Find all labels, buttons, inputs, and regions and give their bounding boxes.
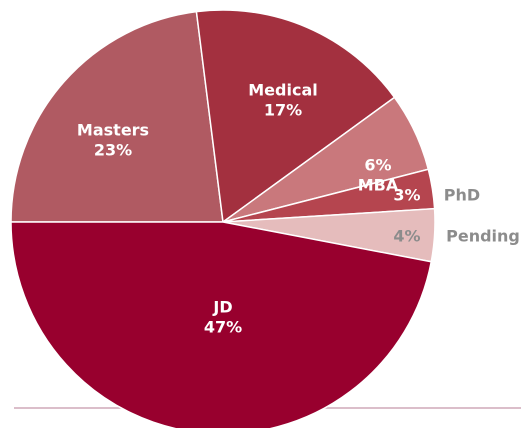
pie-slice xyxy=(10,10,224,223)
slice-value-label: 23% xyxy=(94,141,132,160)
slice-value-label: 6% xyxy=(364,156,391,175)
slice-label: Pending xyxy=(446,227,520,246)
slice-label: PhD xyxy=(444,186,480,205)
slice-label: JD xyxy=(212,298,232,317)
slice-value-label: 3% xyxy=(393,186,420,205)
slice-value-label: 4% xyxy=(393,227,420,246)
pie-slice xyxy=(10,221,433,428)
slice-value-label: 47% xyxy=(204,318,242,337)
slice-label: Medical xyxy=(248,81,317,100)
slice-label: Masters xyxy=(77,121,149,140)
slice-label: MBA xyxy=(358,176,399,195)
slice-value-label: 17% xyxy=(264,101,302,120)
pie-slice xyxy=(195,9,396,224)
